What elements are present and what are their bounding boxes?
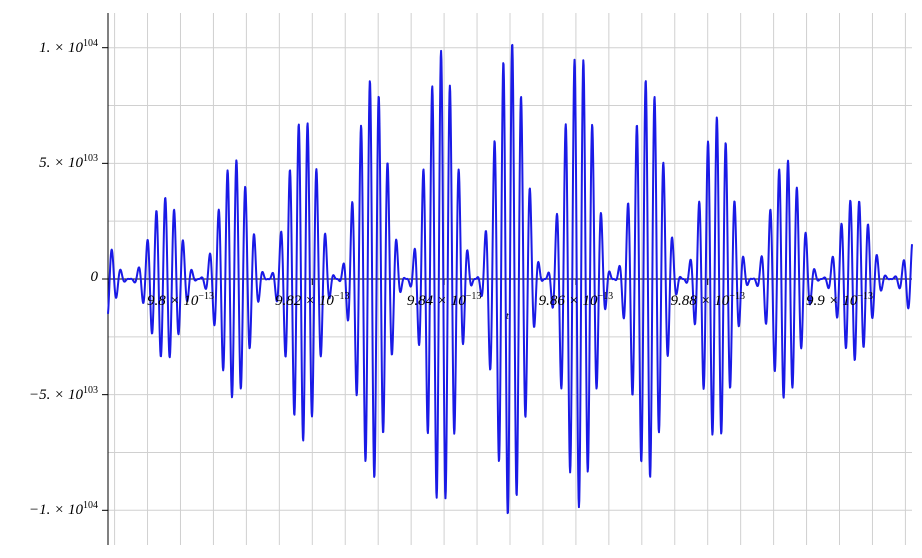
x-axis-label: t [506,311,509,322]
y-tick-label: −5. × 10103 [29,385,98,404]
x-tick-label: 9.82 × 10−13 [267,291,357,310]
x-tick-label: 9.8 × 10−13 [135,291,225,310]
x-tick-label: 9.9 × 10−13 [795,291,885,310]
chart-svg [0,0,922,558]
x-tick-label: 9.88 × 10−13 [663,291,753,310]
x-tick-label: 9.86 × 10−13 [531,291,621,310]
x-tick-label: 9.84 × 10−13 [399,291,489,310]
y-tick-label: −1. × 10104 [29,500,98,519]
y-tick-label: 0 [91,269,99,286]
y-tick-label: 5. × 10103 [39,153,98,172]
y-tick-label: 1. × 10104 [39,38,98,57]
line-chart: 9.8 × 10−13 9.82 × 10−13 9.84 × 10−13 9.86 … [0,0,922,558]
